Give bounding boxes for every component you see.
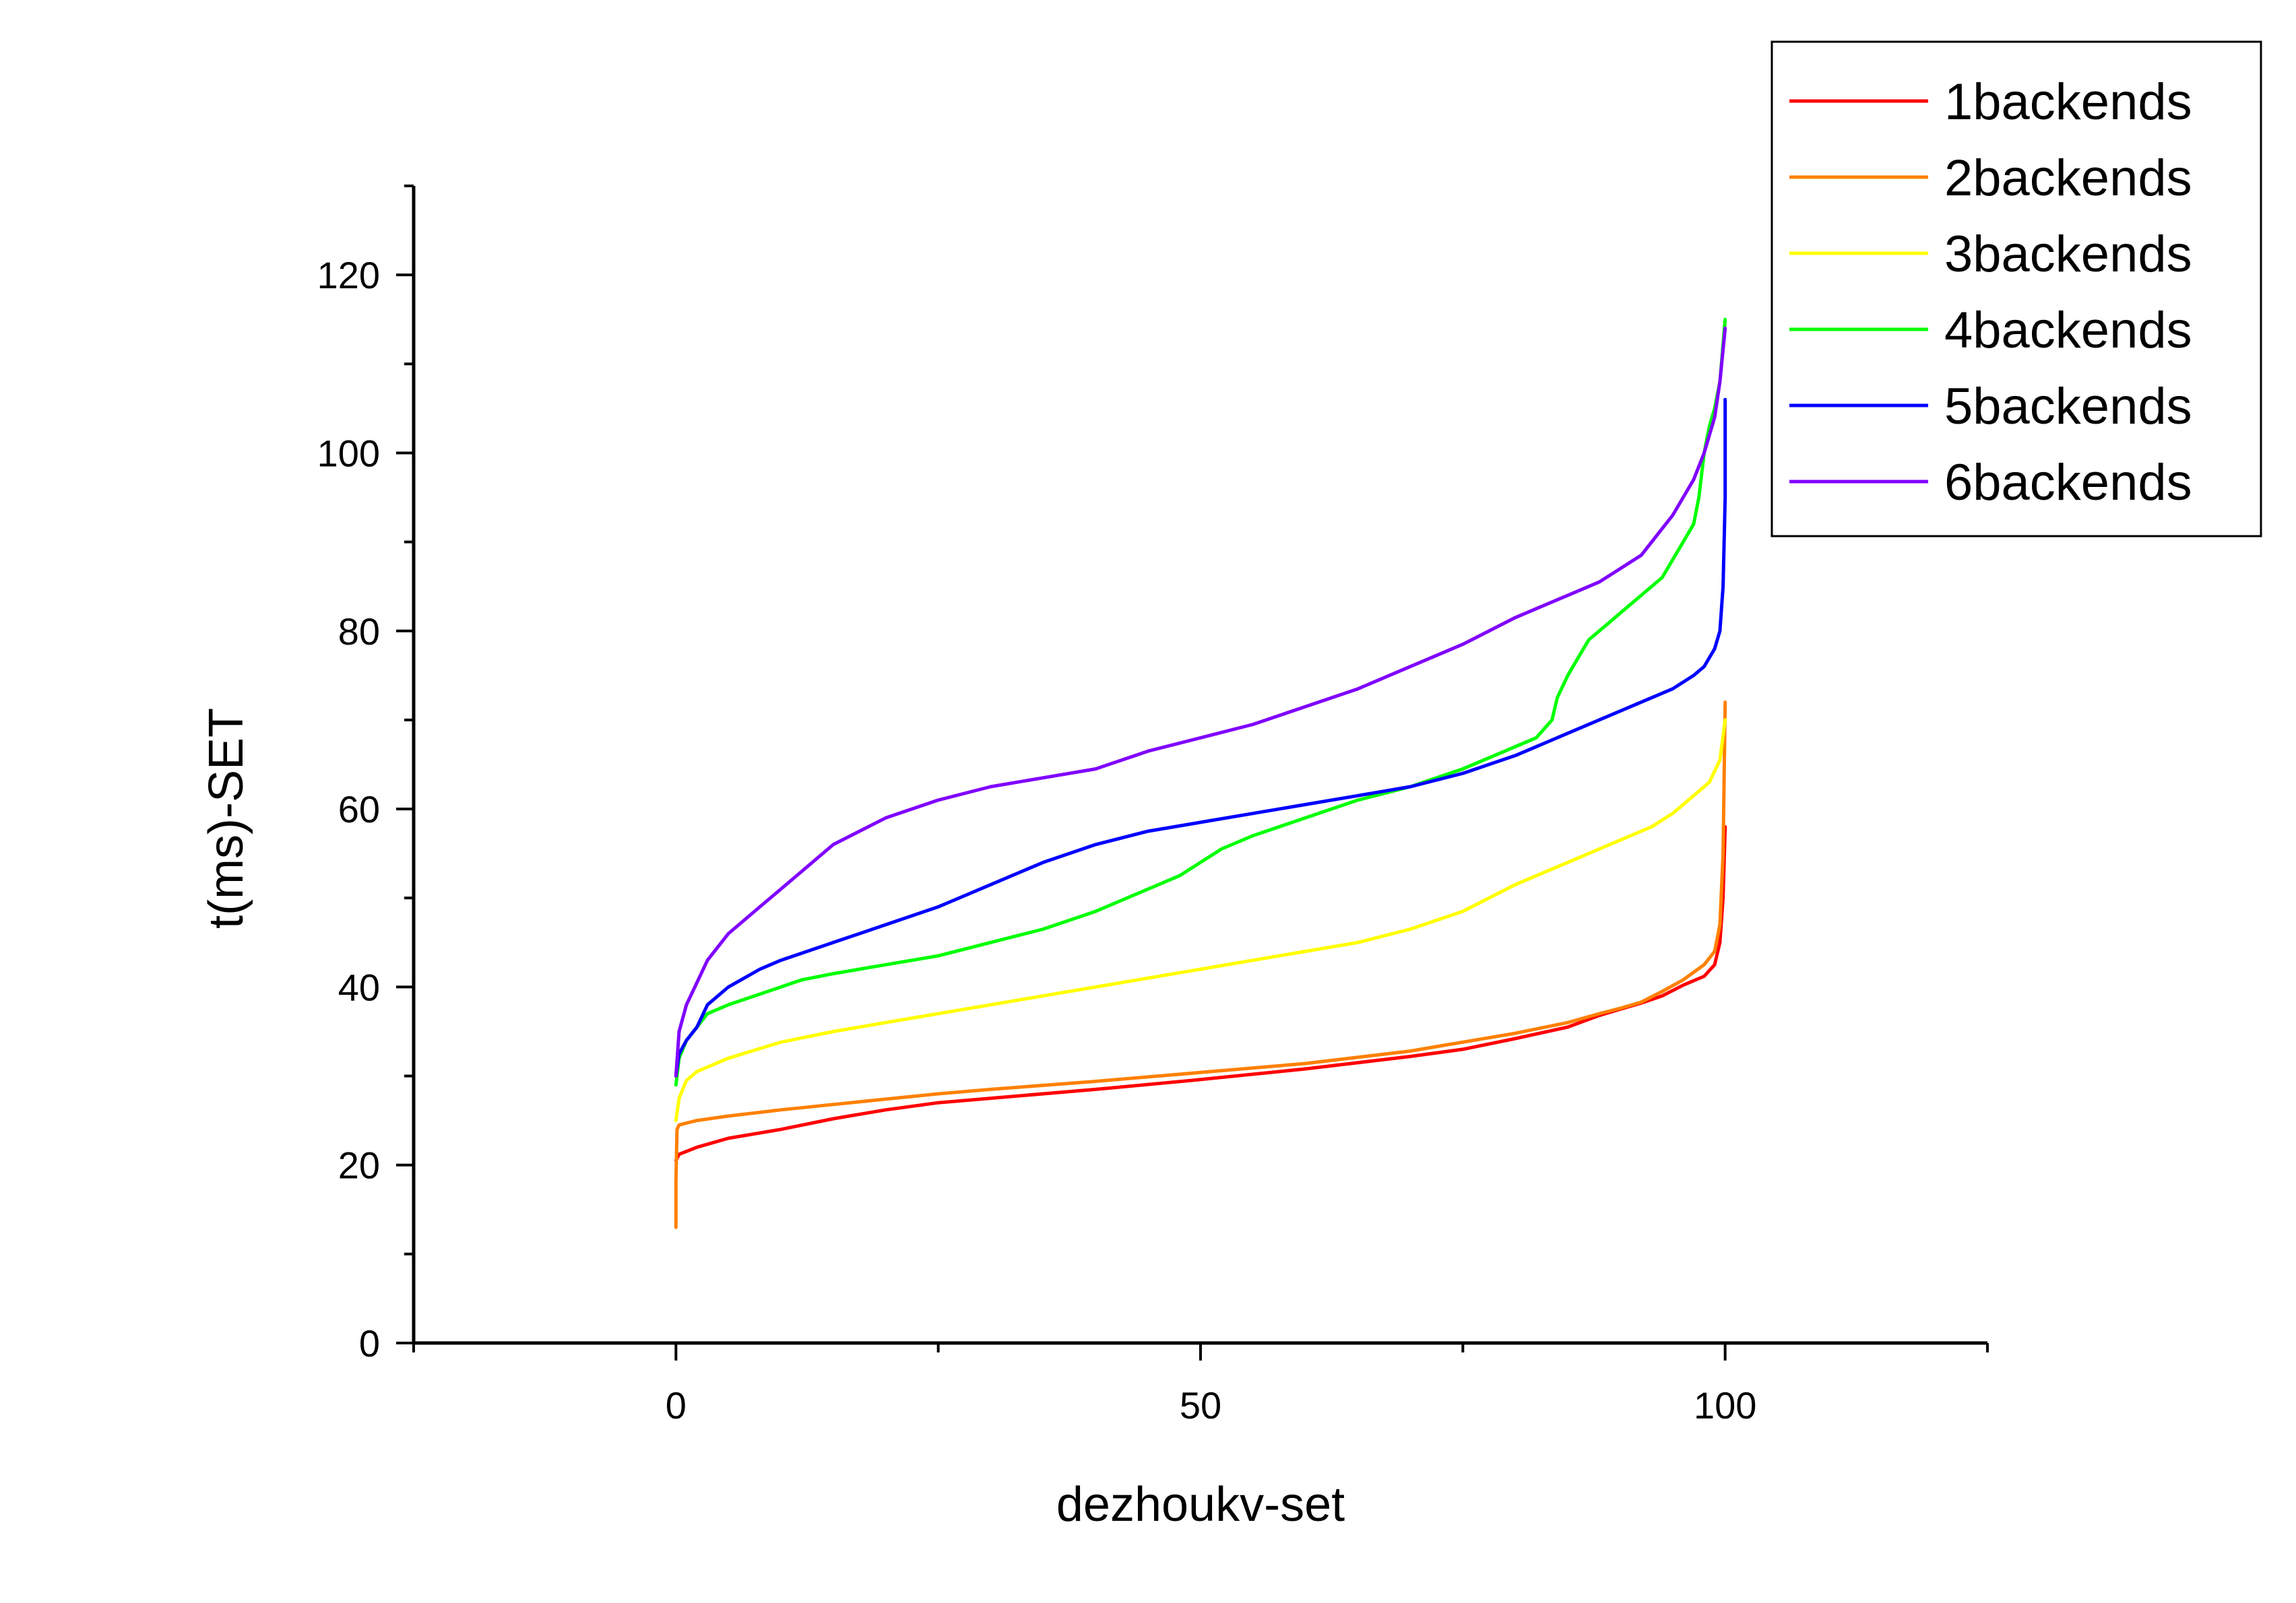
legend-item: 5backends bbox=[1789, 378, 2192, 435]
y-tick-label: 100 bbox=[317, 432, 380, 474]
series-line-1backends bbox=[674, 825, 1727, 1163]
series-line-2backends bbox=[674, 700, 1727, 1229]
series-line-6backends bbox=[674, 326, 1727, 1078]
y-tick-label: 80 bbox=[338, 610, 380, 653]
legend: 1backends 2backends 3backends 4backends 5bac… bbox=[1771, 40, 2262, 537]
legend-item: 6backends bbox=[1789, 454, 2192, 511]
legend-label: 3backends bbox=[1944, 226, 2192, 283]
y-axis-title: t(ms)-SET bbox=[199, 708, 253, 929]
legend-item: 1backends bbox=[1789, 73, 2192, 131]
legend-items: 1backends 2backends 3backends 4backends 5bac… bbox=[1789, 73, 2192, 511]
series-line-4backends bbox=[674, 317, 1727, 1087]
axes bbox=[396, 185, 1989, 1361]
x-tick-label: 0 bbox=[666, 1384, 687, 1427]
y-tick-label: 120 bbox=[317, 254, 380, 296]
legend-item: 4backends bbox=[1789, 302, 2192, 359]
legend-label: 5backends bbox=[1944, 378, 2192, 435]
y-tick-label: 40 bbox=[338, 966, 380, 1008]
series-line-3backends bbox=[674, 718, 1727, 1123]
tick-labels: 0 20 40 60 80 100 120 0 50 100 bbox=[317, 254, 1757, 1427]
x-axis-title: dezhoukv-set bbox=[1056, 1478, 1345, 1532]
y-tick-label: 20 bbox=[338, 1144, 380, 1187]
series-line-5backends bbox=[674, 397, 1727, 1078]
legend-label: 2backends bbox=[1944, 150, 2192, 207]
legend-box bbox=[1771, 40, 2262, 537]
y-tick-label: 0 bbox=[359, 1322, 380, 1365]
y-tick-label: 60 bbox=[338, 788, 380, 830]
legend-label: 1backends bbox=[1944, 73, 2192, 131]
legend-label: 6backends bbox=[1944, 454, 2192, 511]
x-tick-label: 50 bbox=[1180, 1384, 1221, 1427]
legend-item: 3backends bbox=[1789, 226, 2192, 283]
legend-label: 4backends bbox=[1944, 302, 2192, 359]
legend-item: 2backends bbox=[1789, 150, 2192, 207]
plot-lines bbox=[674, 317, 1727, 1229]
x-tick-label: 100 bbox=[1694, 1384, 1756, 1427]
